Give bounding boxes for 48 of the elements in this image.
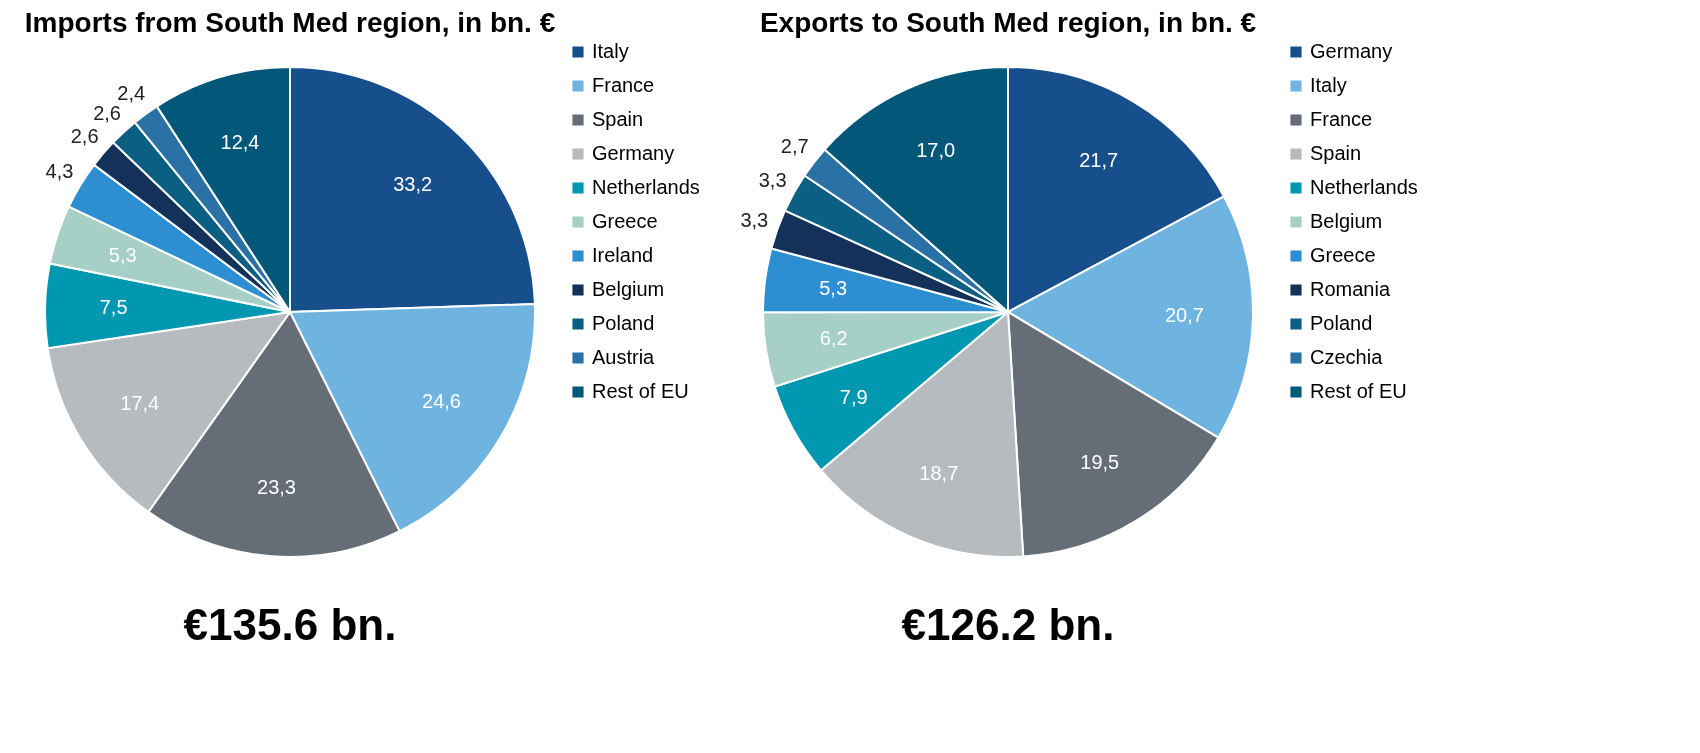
legend-label: Spain [592,108,644,130]
legend-label: Netherlands [592,176,700,198]
legend-label: Austria [592,346,656,368]
data-label: 33,2 [393,173,433,196]
data-label: 3,3 [740,208,769,231]
chart-title: Exports to South Med region, in bn. € [759,7,1257,38]
data-label: 2,7 [780,135,809,158]
data-label: 21,7 [1079,148,1119,171]
data-label: 7,5 [99,295,128,318]
data-label: 20,7 [1164,304,1204,327]
data-label: 5,3 [108,244,137,267]
data-label: 24,6 [422,390,461,413]
legend-label: Rest of EU [592,380,689,402]
legend-label: Belgium [592,278,665,300]
legend-label: Spain [1310,142,1362,164]
legend-label: Italy [1310,74,1347,96]
data-label: 6,2 [819,327,848,350]
data-label: 4,3 [45,160,74,183]
legend-label: Belgium [1310,210,1383,232]
legend-label: Czechia [1310,346,1384,368]
legend-label: France [592,74,655,96]
data-label: 17,0 [916,139,956,162]
data-label: 23,3 [257,475,296,498]
data-label: 17,4 [120,392,160,415]
legend-label: Romania [1310,278,1391,300]
legend-label: Poland [592,312,655,334]
legend-label: Italy [592,40,629,62]
legend-label: Rest of EU [1310,380,1407,402]
data-label: 18,7 [919,462,959,485]
text: €126.2 bn. [901,600,1115,649]
legend-label: Greece [592,210,658,232]
legend-label: Germany [592,142,675,164]
legend-label: Poland [1310,312,1373,334]
data-label: 2,6 [93,102,121,125]
legend-label: Germany [1310,40,1393,62]
legend-label: France [1310,108,1373,130]
data-label: 5,3 [819,277,848,300]
data-label: 7,9 [839,385,868,408]
legend-label: Ireland [592,244,654,266]
data-label: 2,4 [117,82,146,105]
data-label: 3,3 [758,168,787,191]
data-label: 12,4 [220,130,260,153]
chart-title: Imports from South Med region, in bn. € [24,7,556,38]
legend-label: Greece [1310,244,1376,266]
data-label: 19,5 [1080,450,1120,473]
data-label: 2,6 [70,125,99,148]
text: €135.6 bn. [183,600,397,649]
legend-label: Netherlands [1310,176,1418,198]
